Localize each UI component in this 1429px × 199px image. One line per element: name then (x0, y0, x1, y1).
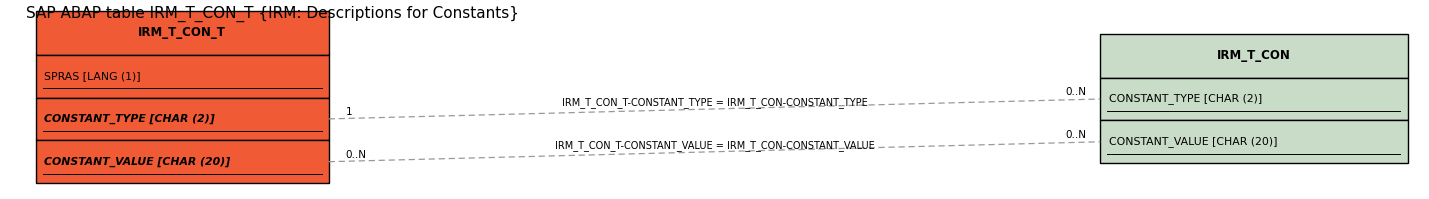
Text: IRM_T_CON_T-CONSTANT_VALUE = IRM_T_CON-CONSTANT_VALUE: IRM_T_CON_T-CONSTANT_VALUE = IRM_T_CON-C… (554, 140, 875, 151)
Text: 0..N: 0..N (1065, 87, 1086, 97)
Text: CONSTANT_TYPE [CHAR (2)]: CONSTANT_TYPE [CHAR (2)] (44, 114, 214, 124)
FancyBboxPatch shape (36, 98, 329, 140)
Text: SPRAS [LANG (1)]: SPRAS [LANG (1)] (44, 71, 141, 81)
FancyBboxPatch shape (1100, 120, 1408, 163)
Text: IRM_T_CON_T-CONSTANT_TYPE = IRM_T_CON-CONSTANT_TYPE: IRM_T_CON_T-CONSTANT_TYPE = IRM_T_CON-CO… (562, 98, 867, 108)
Text: IRM_T_CON_T: IRM_T_CON_T (139, 26, 226, 39)
FancyBboxPatch shape (36, 11, 329, 55)
Text: 1: 1 (346, 107, 353, 117)
Text: IRM_T_CON: IRM_T_CON (1218, 49, 1290, 62)
FancyBboxPatch shape (1100, 34, 1408, 78)
Text: SAP ABAP table IRM_T_CON_T {IRM: Descriptions for Constants}: SAP ABAP table IRM_T_CON_T {IRM: Descrip… (26, 6, 519, 22)
FancyBboxPatch shape (36, 55, 329, 98)
FancyBboxPatch shape (1100, 78, 1408, 120)
Text: CONSTANT_VALUE [CHAR (20)]: CONSTANT_VALUE [CHAR (20)] (1109, 136, 1278, 147)
Text: CONSTANT_TYPE [CHAR (2)]: CONSTANT_TYPE [CHAR (2)] (1109, 94, 1262, 104)
FancyBboxPatch shape (36, 140, 329, 183)
Text: 0..N: 0..N (346, 150, 367, 160)
Text: CONSTANT_VALUE [CHAR (20)]: CONSTANT_VALUE [CHAR (20)] (44, 157, 230, 167)
Text: 0..N: 0..N (1065, 130, 1086, 140)
